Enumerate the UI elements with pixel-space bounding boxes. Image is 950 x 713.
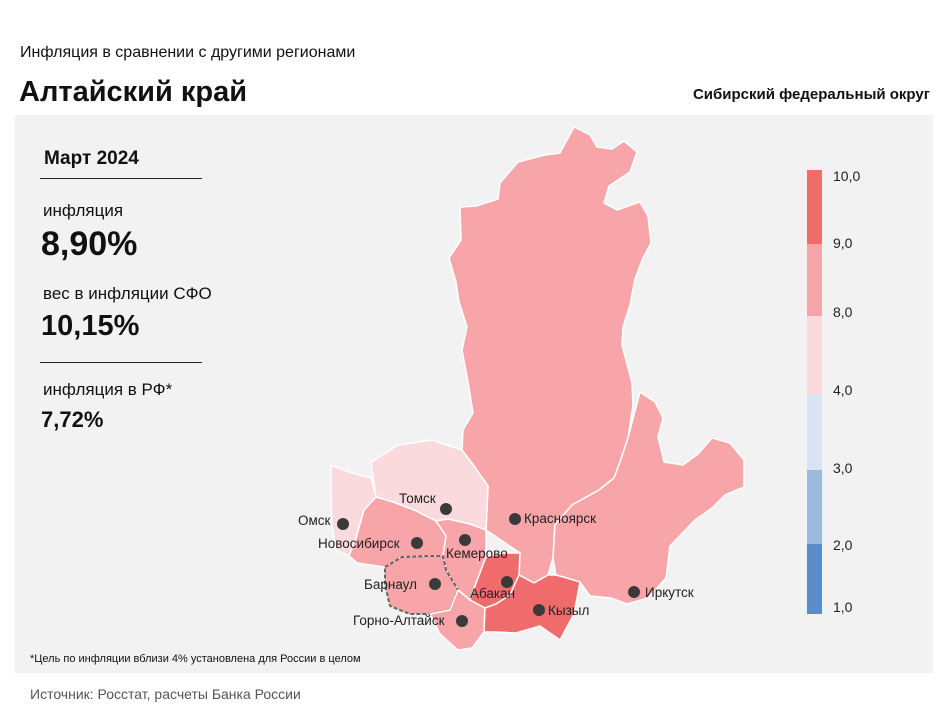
city-label-barnaul: Барнаул — [364, 577, 417, 592]
city-marker-irkutsk — [628, 586, 640, 598]
city-marker-gorno-altaysk — [456, 615, 468, 627]
city-label-tomsk: Томск — [399, 491, 436, 506]
scale-segment-2-3 — [807, 470, 822, 544]
city-label-kemerovo: Кемерово — [446, 546, 508, 561]
scale-segment-3-4 — [807, 394, 822, 470]
rf-inflation-value: 7,72% — [41, 407, 104, 432]
scale-segment-8-9 — [807, 244, 822, 316]
scale-tick-label: 4,0 — [833, 382, 853, 398]
scale-tick-label: 3,0 — [833, 460, 853, 476]
chart-supertitle: Инфляция в сравнении с другими регионами — [20, 44, 356, 61]
city-marker-kyzyl — [533, 604, 545, 616]
inflation-value: 8,90% — [41, 225, 138, 263]
scale-tick-label: 9,0 — [833, 235, 853, 251]
map-region-tuva[interactable] — [483, 574, 581, 641]
scale-segment-1-2 — [807, 544, 822, 614]
scale-tick-label: 2,0 — [833, 537, 853, 553]
city-marker-novosibirsk — [411, 537, 423, 549]
region-title: Алтайский край — [19, 76, 248, 108]
city-marker-kemerovo — [459, 534, 471, 546]
city-label-gorno-altaysk: Горно-Алтайск — [353, 613, 445, 628]
district-title: Сибирский федеральный округ — [692, 86, 930, 103]
divider-top — [40, 178, 202, 179]
inflation-label: инфляция — [43, 201, 124, 220]
scale-segment-4-8 — [807, 316, 822, 394]
city-marker-abakan — [501, 576, 513, 588]
city-label-novosibirsk: Новосибирск — [318, 536, 400, 551]
footnote: *Цель по инфляции вблизи 4% установлена … — [30, 653, 361, 665]
city-marker-tomsk — [440, 503, 452, 515]
source-note: Источник: Росстат, расчеты Банка России — [30, 686, 301, 702]
city-label-omsk: Омск — [298, 513, 331, 528]
map-region-irkutsk[interactable] — [552, 391, 745, 605]
scale-tick-label: 1,0 — [833, 599, 853, 615]
city-marker-krasnoyarsk — [509, 513, 521, 525]
city-label-irkutsk: Иркутск — [645, 585, 694, 600]
city-label-abakan: Абакан — [470, 586, 515, 601]
city-marker-barnaul — [429, 578, 441, 590]
weight-label: вес в инфляции СФО — [43, 284, 212, 303]
weight-value: 10,15% — [41, 310, 140, 342]
scale-tick-label: 8,0 — [833, 304, 853, 320]
period-label: Март 2024 — [44, 148, 139, 169]
divider-bottom — [40, 362, 202, 363]
city-marker-omsk — [337, 518, 349, 530]
scale-segment-9-10 — [807, 170, 822, 244]
city-label-kyzyl: Кызыл — [548, 603, 589, 618]
city-label-krasnoyarsk: Красноярск — [524, 511, 596, 526]
rf-inflation-label: инфляция в РФ* — [43, 380, 173, 399]
scale-tick-label: 10,0 — [833, 168, 860, 184]
color-scale-legend — [807, 170, 822, 614]
